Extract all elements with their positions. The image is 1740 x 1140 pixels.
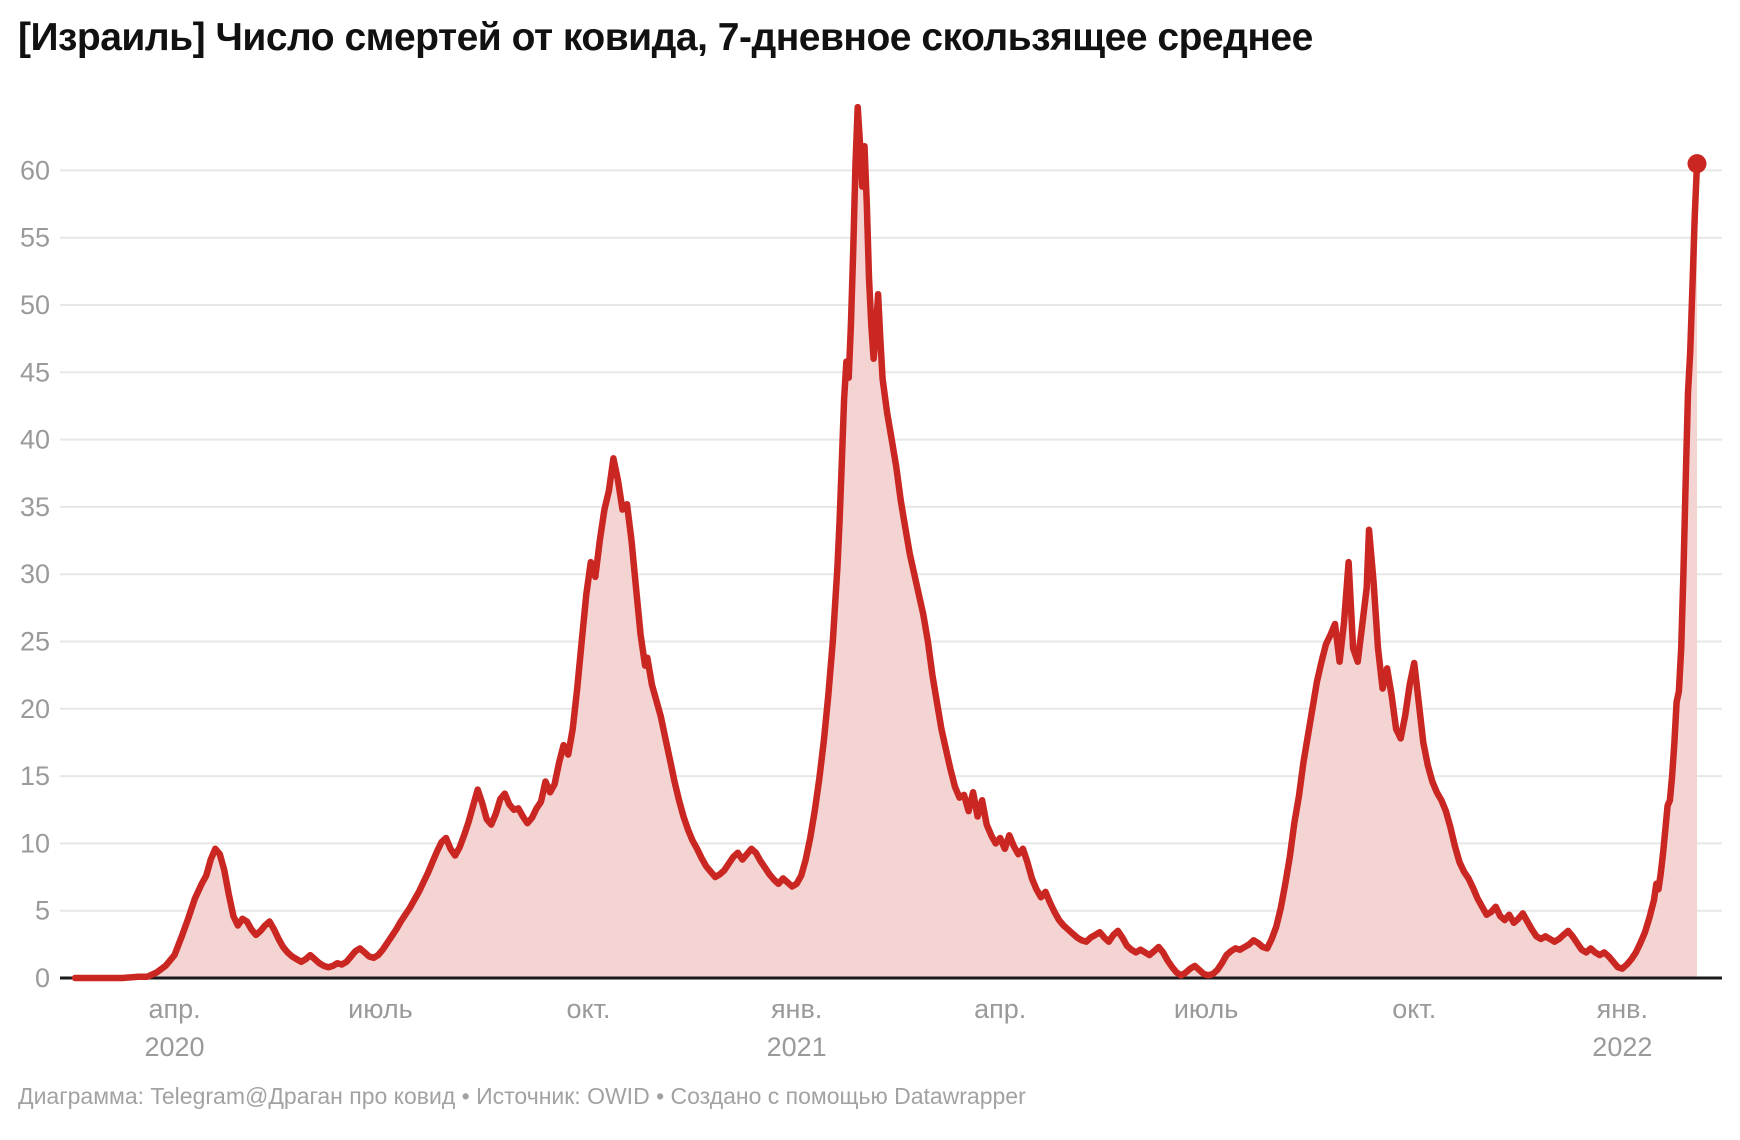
y-tick-label: 45 — [20, 357, 50, 387]
y-tick-label: 35 — [20, 492, 50, 522]
y-tick-label: 60 — [20, 155, 50, 185]
x-tick-month-label: янв. — [1597, 994, 1648, 1024]
y-tick-label: 25 — [20, 627, 50, 657]
x-tick-month-label: окт. — [567, 994, 611, 1024]
x-tick-month-label: июль — [348, 994, 413, 1024]
x-tick-month-label: апр. — [148, 994, 200, 1024]
y-tick-label: 15 — [20, 761, 50, 791]
series-line — [71, 103, 1701, 982]
y-tick-label: 30 — [20, 559, 50, 589]
y-tick-label: 20 — [20, 694, 50, 724]
last-point-marker — [1687, 154, 1707, 174]
x-tick-year-label: 2022 — [1592, 1032, 1652, 1062]
x-tick-month-label: июль — [1174, 994, 1239, 1024]
y-tick-label: 55 — [20, 223, 50, 253]
y-tick-label: 40 — [20, 425, 50, 455]
x-tick-year-label: 2020 — [144, 1032, 204, 1062]
y-tick-label: 50 — [20, 290, 50, 320]
x-tick-month-label: апр. — [974, 994, 1026, 1024]
series-area-fill — [75, 107, 1697, 979]
x-tick-month-label: окт. — [1392, 994, 1436, 1024]
y-tick-label: 0 — [35, 963, 50, 993]
x-tick-year-label: 2021 — [767, 1032, 827, 1062]
x-tick-month-label: янв. — [771, 994, 822, 1024]
chart-title: [Израиль] Число смертей от ковида, 7-дне… — [18, 16, 1313, 59]
chart-footer: Диаграмма: Telegram@Драган про ковид • И… — [18, 1083, 1026, 1109]
y-tick-label: 5 — [35, 896, 50, 926]
y-tick-label: 10 — [20, 828, 50, 858]
